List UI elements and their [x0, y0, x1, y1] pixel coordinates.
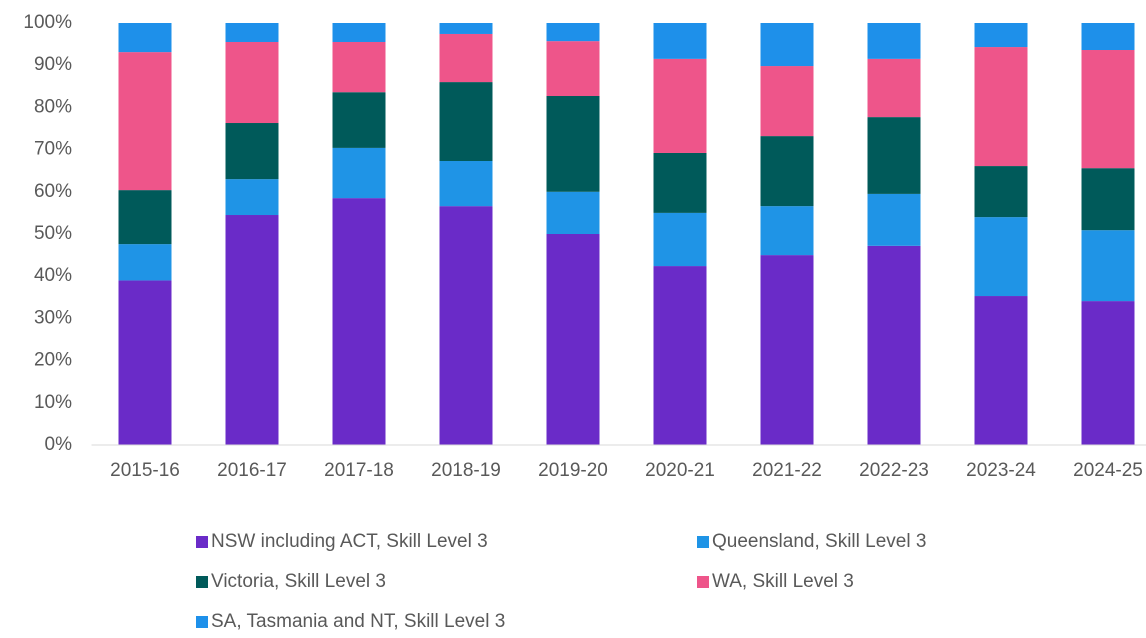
bar-segment — [225, 23, 279, 42]
bar-segment — [867, 58, 921, 118]
legend-label: SA, Tasmania and NT, Skill Level 3 — [211, 611, 505, 632]
bar-segment — [118, 190, 172, 245]
legend-label: NSW including ACT, Skill Level 3 — [211, 531, 488, 552]
bar-segment — [118, 23, 172, 53]
y-tick-label: 60% — [34, 181, 72, 202]
bar-segment — [546, 23, 600, 42]
bar-segment — [546, 41, 600, 97]
bar-segment — [332, 198, 386, 445]
bar-segment — [760, 206, 814, 256]
bar-segment — [225, 179, 279, 216]
bar-segment — [974, 217, 1028, 297]
bar-segment — [974, 296, 1028, 445]
x-tick-label: 2019-20 — [538, 460, 608, 481]
x-tick-label: 2020-21 — [645, 460, 715, 481]
bar-segment — [118, 244, 172, 281]
bar-segment — [225, 123, 279, 180]
x-tick-label: 2023-24 — [966, 460, 1036, 481]
x-tick-label: 2022-23 — [859, 460, 929, 481]
bar-segment — [118, 52, 172, 191]
bar-segment — [439, 33, 493, 83]
bar-segment — [546, 96, 600, 192]
bar-segment — [867, 245, 921, 445]
bar-segment — [332, 23, 386, 42]
legend-swatch — [196, 536, 208, 548]
bar-segment — [439, 160, 493, 207]
bar-segment — [1081, 230, 1135, 302]
x-tick-label: 2018-19 — [431, 460, 501, 481]
y-tick-label: 70% — [34, 139, 72, 160]
bar-segment — [653, 212, 707, 267]
bar-segment — [439, 82, 493, 161]
legend-label: WA, Skill Level 3 — [712, 571, 854, 592]
legend-label: Queensland, Skill Level 3 — [712, 531, 926, 552]
y-tick-label: 40% — [34, 265, 72, 286]
x-tick-label: 2016-17 — [217, 460, 287, 481]
legend-swatch — [196, 576, 208, 588]
y-tick-label: 30% — [34, 307, 72, 328]
bar-segment — [760, 23, 814, 67]
bar-segment — [653, 23, 707, 59]
bar-segment — [974, 47, 1028, 167]
legend-swatch — [697, 576, 709, 588]
bar-segment — [974, 166, 1028, 218]
x-tick-label: 2021-22 — [752, 460, 822, 481]
y-tick-label: 50% — [34, 223, 72, 244]
bar-segment — [439, 206, 493, 445]
bar-segment — [546, 191, 600, 234]
bar-segment — [546, 234, 600, 445]
bar-segment — [332, 92, 386, 148]
y-tick-label: 90% — [34, 54, 72, 75]
bar-segment — [974, 23, 1028, 48]
legend-swatch — [196, 616, 208, 628]
legend-swatch — [697, 536, 709, 548]
y-tick-label: 10% — [34, 392, 72, 413]
bar-segment — [1081, 301, 1135, 445]
y-tick-label: 20% — [34, 350, 72, 371]
x-tick-label: 2024-25 — [1073, 460, 1143, 481]
bar-segment — [225, 215, 279, 445]
legend-label: Victoria, Skill Level 3 — [211, 571, 386, 592]
y-tick-label: 0% — [45, 434, 73, 455]
bar-segment — [1081, 50, 1135, 169]
bar-segment — [867, 193, 921, 246]
bar-segment — [1081, 23, 1135, 51]
bar-segment — [332, 41, 386, 93]
bar-segment — [760, 66, 814, 137]
bar-segment — [760, 136, 814, 207]
x-tick-label: 2017-18 — [324, 460, 394, 481]
y-tick-label: 80% — [34, 96, 72, 117]
bar-segment — [225, 41, 279, 124]
x-tick-label: 2015-16 — [110, 460, 180, 481]
bar-segment — [118, 280, 172, 445]
bar-segment — [439, 23, 493, 34]
bar-segment — [332, 147, 386, 199]
bar-segment — [867, 117, 921, 194]
bar-segment — [653, 152, 707, 213]
bar-segment — [653, 266, 707, 445]
bar-segment — [1081, 168, 1135, 231]
bar-segment — [867, 23, 921, 59]
bar-segment — [653, 58, 707, 153]
bar-segment — [760, 255, 814, 445]
y-tick-label: 100% — [23, 12, 72, 33]
